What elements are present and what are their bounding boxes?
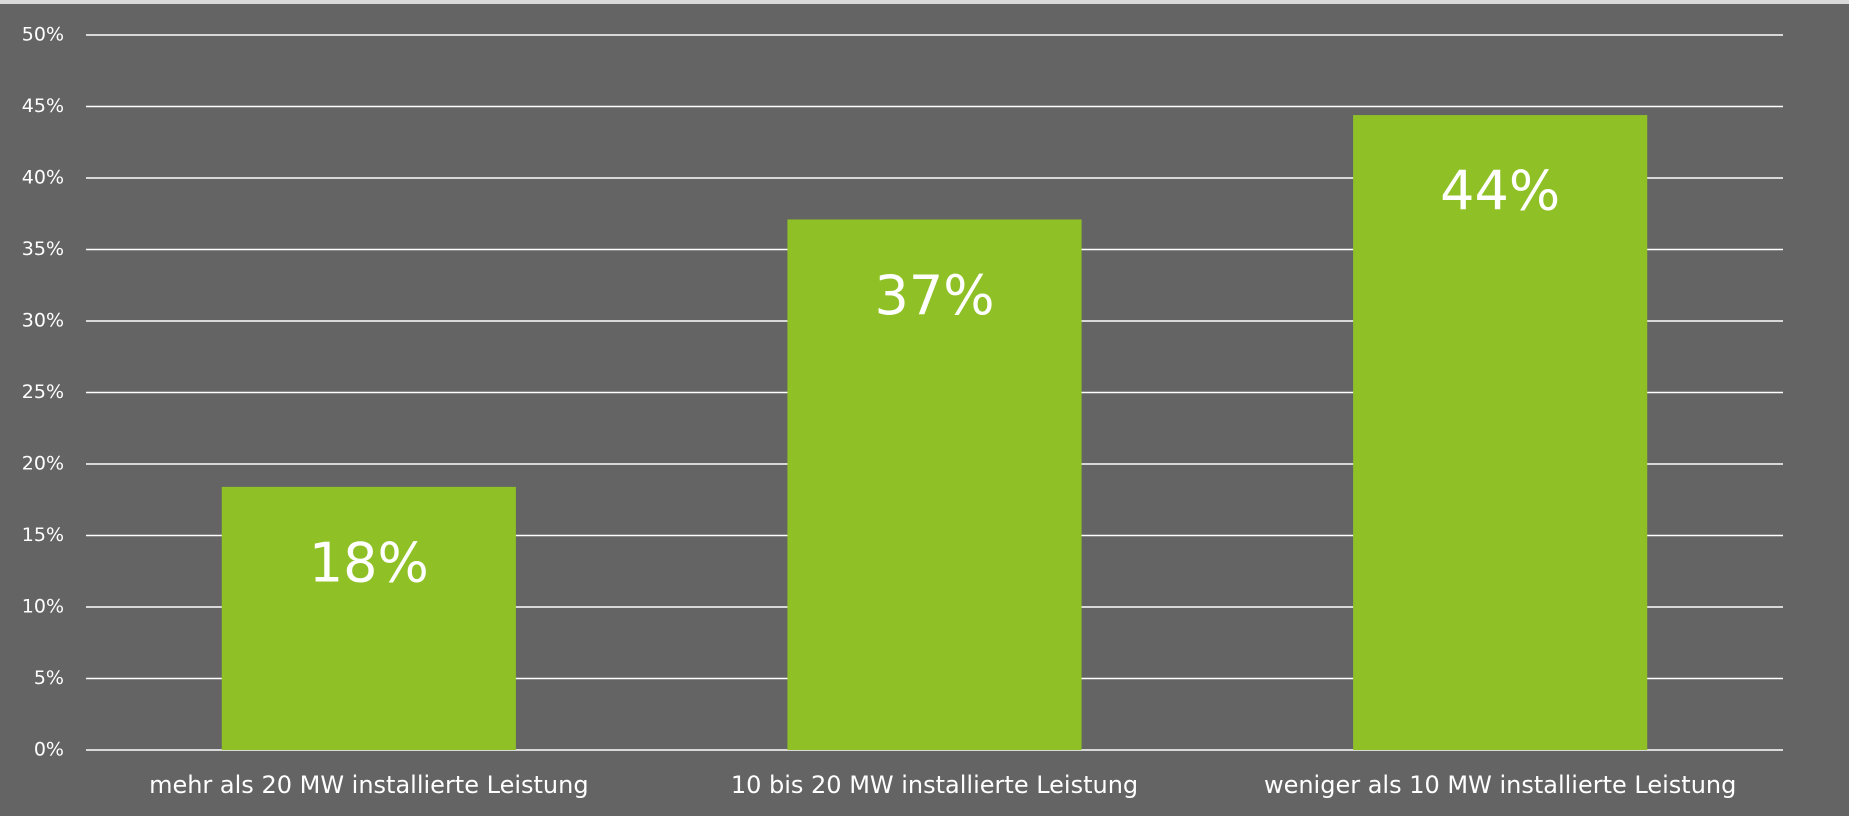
- y-tick-label: 25%: [22, 381, 64, 403]
- y-tick-label: 50%: [22, 24, 64, 46]
- x-tick-label: 10 bis 20 MW installierte Leistung: [731, 771, 1138, 799]
- value-label: 44%: [1440, 160, 1560, 223]
- y-tick-label: 10%: [22, 596, 64, 618]
- x-tick-label: mehr als 20 MW installierte Leistung: [149, 771, 589, 799]
- top-border: [0, 0, 1849, 4]
- y-tick-label: 15%: [22, 524, 64, 546]
- x-tick-label: weniger als 10 MW installierte Leistung: [1264, 771, 1736, 799]
- y-tick-label: 0%: [34, 739, 64, 761]
- value-label: 37%: [874, 264, 994, 327]
- bar: [1353, 115, 1648, 750]
- value-label: 18%: [309, 532, 429, 595]
- y-tick-label: 5%: [34, 667, 64, 689]
- y-tick-label: 40%: [22, 167, 64, 189]
- y-tick-label: 30%: [22, 310, 64, 332]
- y-tick-label: 45%: [22, 95, 64, 117]
- y-tick-label: 20%: [22, 453, 64, 475]
- bar: [221, 486, 516, 750]
- bar: [787, 219, 1082, 751]
- y-tick-label: 35%: [22, 238, 64, 260]
